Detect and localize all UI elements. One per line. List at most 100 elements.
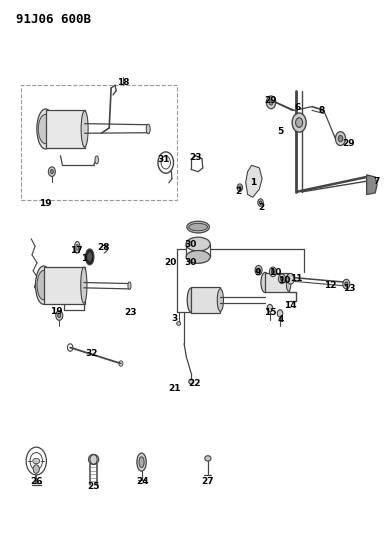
Text: 19: 19: [50, 308, 63, 316]
Circle shape: [338, 135, 343, 142]
Text: 29: 29: [342, 140, 355, 148]
Text: 10: 10: [269, 269, 281, 277]
Ellipse shape: [37, 271, 50, 300]
Text: 3: 3: [171, 314, 177, 322]
Bar: [191, 287, 220, 313]
Circle shape: [287, 273, 294, 284]
Circle shape: [56, 311, 63, 320]
Text: 13: 13: [343, 285, 355, 293]
Ellipse shape: [187, 221, 209, 233]
Ellipse shape: [261, 272, 269, 293]
Circle shape: [335, 132, 346, 146]
Circle shape: [278, 274, 285, 284]
Bar: [21, 85, 177, 200]
Text: 16: 16: [82, 254, 94, 263]
Circle shape: [259, 201, 262, 204]
Text: 11: 11: [290, 274, 303, 282]
Ellipse shape: [205, 456, 211, 461]
Text: 4: 4: [278, 316, 284, 324]
Circle shape: [271, 270, 275, 274]
Text: 2: 2: [258, 204, 264, 212]
Ellipse shape: [89, 454, 99, 464]
Circle shape: [237, 184, 243, 191]
Circle shape: [345, 282, 348, 286]
Text: 12: 12: [324, 281, 337, 289]
Bar: [44, 266, 85, 304]
Circle shape: [33, 465, 39, 473]
Text: 23: 23: [124, 309, 137, 317]
Bar: [265, 273, 289, 292]
Ellipse shape: [286, 274, 291, 291]
Ellipse shape: [33, 458, 40, 464]
Circle shape: [255, 265, 262, 275]
Ellipse shape: [186, 237, 210, 251]
Text: 14: 14: [284, 301, 297, 310]
Circle shape: [269, 267, 277, 277]
Text: 28: 28: [97, 244, 110, 252]
Text: 27: 27: [202, 477, 214, 486]
Text: 22: 22: [188, 379, 200, 387]
Circle shape: [292, 113, 306, 132]
Circle shape: [277, 310, 283, 317]
Circle shape: [239, 186, 241, 189]
Text: 29: 29: [265, 96, 277, 104]
Text: 30: 30: [184, 240, 197, 248]
Ellipse shape: [189, 223, 207, 231]
Ellipse shape: [187, 288, 195, 312]
Ellipse shape: [128, 282, 131, 289]
Text: 24: 24: [136, 477, 149, 486]
Ellipse shape: [177, 321, 181, 325]
Text: 30: 30: [184, 258, 197, 266]
Ellipse shape: [38, 114, 53, 144]
Text: 9: 9: [254, 269, 261, 277]
Circle shape: [266, 96, 276, 109]
Text: 23: 23: [189, 153, 201, 161]
Text: 31: 31: [158, 156, 170, 164]
Text: 8: 8: [319, 106, 325, 115]
Text: 32: 32: [85, 350, 98, 358]
Circle shape: [48, 167, 55, 176]
Text: 7: 7: [373, 177, 379, 185]
Ellipse shape: [95, 156, 98, 164]
Ellipse shape: [74, 241, 80, 253]
Text: 25: 25: [87, 482, 100, 491]
Text: 18: 18: [117, 78, 129, 87]
Ellipse shape: [37, 109, 55, 149]
Ellipse shape: [189, 379, 193, 384]
Text: 15: 15: [264, 309, 277, 317]
Circle shape: [258, 199, 263, 206]
Text: 17: 17: [70, 246, 82, 255]
Circle shape: [343, 279, 350, 289]
Ellipse shape: [81, 111, 88, 147]
Circle shape: [280, 277, 284, 281]
Bar: [46, 110, 85, 148]
Text: 20: 20: [165, 258, 177, 266]
Ellipse shape: [186, 251, 210, 263]
Ellipse shape: [81, 267, 87, 303]
Polygon shape: [367, 175, 377, 195]
Circle shape: [267, 304, 273, 312]
Ellipse shape: [217, 289, 223, 311]
Circle shape: [257, 268, 260, 272]
Text: 2: 2: [236, 188, 242, 196]
Ellipse shape: [35, 266, 52, 304]
Text: 6: 6: [294, 103, 300, 112]
Circle shape: [58, 313, 61, 318]
Circle shape: [296, 118, 303, 127]
Ellipse shape: [146, 124, 150, 134]
Ellipse shape: [87, 253, 92, 261]
Ellipse shape: [76, 244, 78, 250]
Polygon shape: [246, 165, 262, 197]
Text: 5: 5: [277, 127, 283, 136]
Text: 10: 10: [278, 277, 291, 285]
Text: 19: 19: [39, 199, 51, 208]
Ellipse shape: [85, 249, 94, 265]
Ellipse shape: [139, 457, 144, 467]
Text: 21: 21: [168, 384, 181, 392]
Circle shape: [50, 169, 53, 174]
Text: 26: 26: [30, 477, 43, 486]
Ellipse shape: [137, 453, 146, 471]
Circle shape: [269, 100, 273, 105]
Text: 1: 1: [250, 178, 256, 187]
Text: 91J06 600B: 91J06 600B: [16, 13, 90, 26]
